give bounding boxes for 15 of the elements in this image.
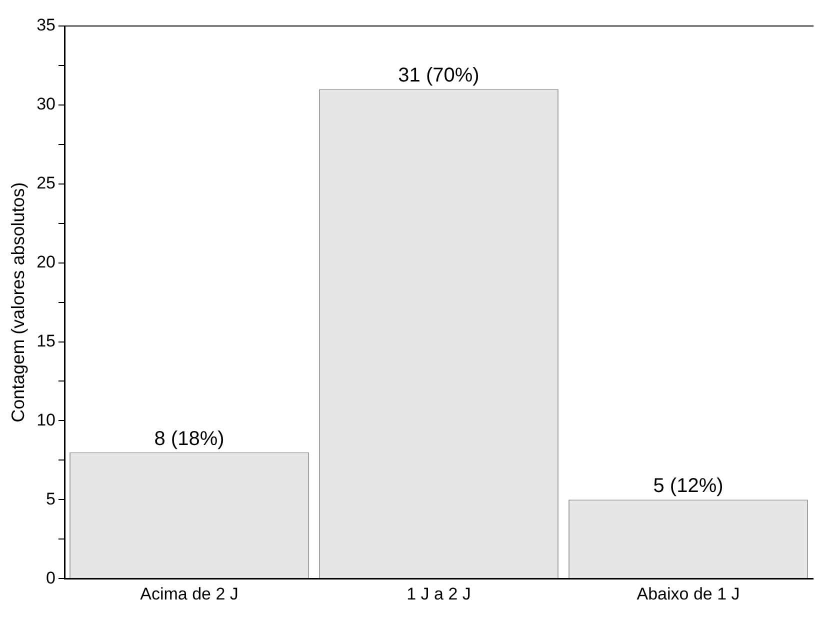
- y-tick-label: 0: [46, 568, 56, 588]
- y-tick-label: 25: [36, 174, 56, 193]
- y-tick-label: 5: [46, 489, 56, 508]
- y-tick-label: 30: [36, 94, 56, 114]
- x-tick-label: 1 J a 2 J: [406, 584, 471, 604]
- y-tick-label: 20: [36, 252, 56, 272]
- x-tick-label: Acima de 2 J: [140, 584, 238, 604]
- y-tick-label: 15: [36, 331, 56, 350]
- y-tick-label: 35: [36, 16, 56, 35]
- y-axis-title: Contagem (valores absolutos): [8, 182, 28, 422]
- data-label: 31 (70%): [398, 64, 480, 87]
- y-tick-label: 10: [36, 410, 56, 430]
- data-label: 8 (18%): [154, 428, 224, 450]
- x-tick-label: Abaixo de 1 J: [636, 584, 740, 604]
- data-label: 5 (12%): [653, 475, 724, 498]
